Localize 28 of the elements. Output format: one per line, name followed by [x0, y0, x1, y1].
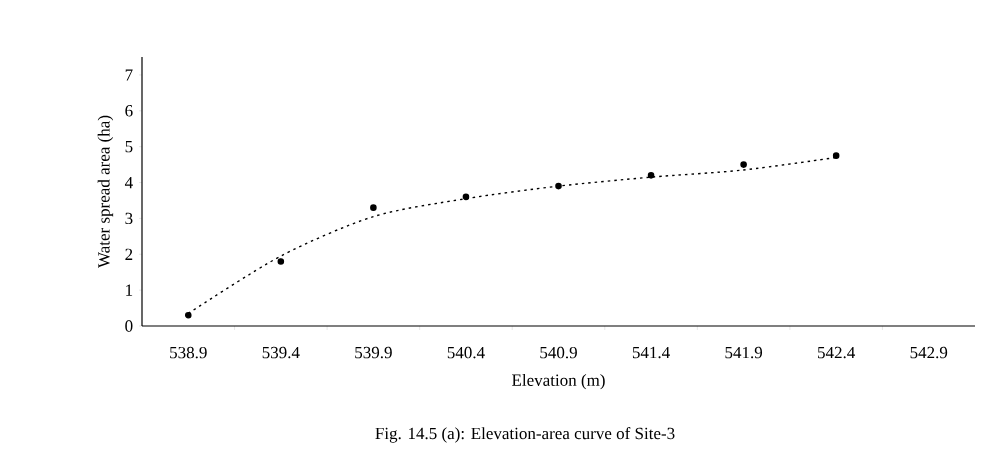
- point: [277, 258, 285, 265]
- x-tick-label: 541.9: [725, 346, 763, 359]
- x-tick-label: 541.4: [632, 346, 670, 359]
- x-tick-label: 538.9: [170, 346, 207, 359]
- y-tick-label: 7: [125, 69, 133, 81]
- x-axis-title: Elevation (m): [512, 373, 605, 390]
- caption: Fig. 14.5 (a): Elevation-area curve of Site-3: [375, 427, 675, 443]
- point: [832, 152, 840, 159]
- point: [555, 182, 562, 190]
- point: [740, 161, 747, 168]
- y-tick-label: 5: [125, 141, 133, 153]
- y-tick-label: 1: [126, 284, 133, 296]
- x-tick-label: 539.4: [262, 346, 300, 359]
- x-tick-label: 542.9: [910, 346, 948, 359]
- point: [370, 204, 377, 211]
- point: [647, 172, 655, 179]
- y-tick-label: 4: [124, 176, 133, 189]
- y-tick-label: 6: [125, 105, 133, 117]
- y-tick-label: 2: [125, 248, 133, 260]
- y-tick-label: 3: [125, 212, 133, 225]
- x-tick-label: 539.9: [355, 346, 392, 359]
- point: [462, 193, 470, 201]
- x-tick-label: 540.4: [447, 346, 485, 359]
- x-tick-label: 542.4: [818, 346, 856, 359]
- y-axis-title: Water spread area (ha): [97, 115, 114, 268]
- x-tick-label: 540.9: [540, 346, 577, 359]
- point: [184, 311, 192, 319]
- y-tick-label: 0: [125, 320, 133, 332]
